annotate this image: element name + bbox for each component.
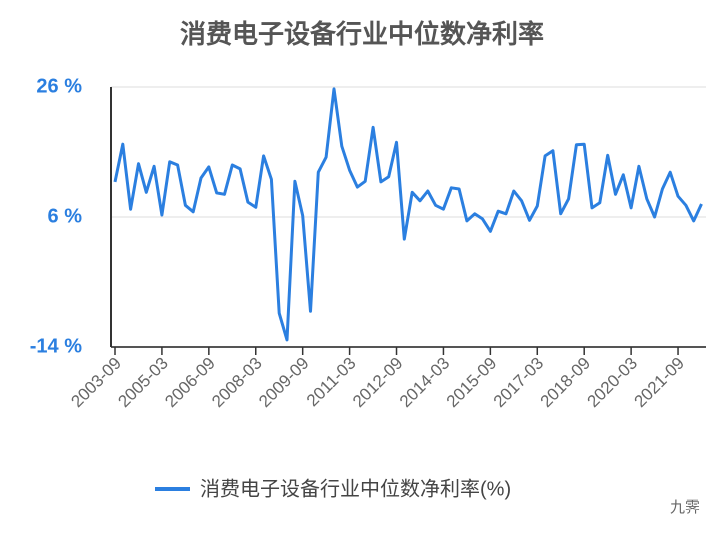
line-series (113, 87, 703, 342)
x-tick-label: 2018-09 (537, 354, 595, 412)
x-tick-label: 2006-09 (161, 354, 219, 412)
chart-title: 消费电子设备行业中位数净利率 (180, 19, 544, 49)
x-tick-label: 2015-09 (443, 354, 501, 412)
x-tick-label: 2005-03 (114, 354, 172, 412)
x-tick-label: 2011-03 (303, 354, 360, 411)
x-tick-label: 2021-09 (630, 354, 688, 412)
legend-label: 消费电子设备行业中位数净利率(%) (200, 477, 511, 500)
x-tick-label: 2009-09 (255, 354, 313, 412)
x-tick-label: 2017-03 (490, 354, 548, 412)
y-tick-label: 6 % (48, 205, 83, 227)
x-tick-label: 2003-09 (67, 354, 125, 412)
x-tick-label: 2020-03 (584, 354, 642, 412)
x-tick-label: 2008-03 (208, 354, 266, 412)
y-tick-label: 26 % (36, 75, 82, 97)
y-tick-label: -14 % (30, 335, 82, 357)
x-tick-label: 2012-09 (349, 354, 407, 412)
watermark: 九霁 (670, 499, 700, 516)
x-tick-label: 2014-03 (396, 354, 454, 412)
